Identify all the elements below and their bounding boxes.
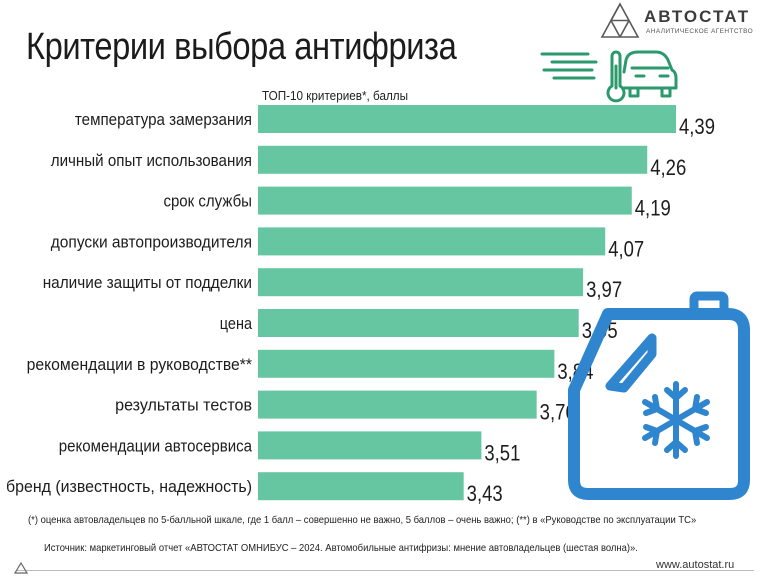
value-label-4: 3,97	[586, 277, 622, 302]
bar-1	[258, 145, 648, 174]
bar-7	[258, 390, 537, 419]
source-note: Источник: маркетинговый отчет «АВТОСТАТ …	[44, 542, 638, 554]
category-label-0: температура замерзания	[75, 110, 252, 129]
bar-5	[258, 309, 579, 337]
value-label-2: 4,19	[635, 196, 671, 221]
bar-6	[258, 349, 555, 378]
category-label-5: цена	[220, 314, 253, 333]
logo-tagline: АНАЛИТИЧЕСКОЕ АГЕНТСТВО	[646, 28, 754, 35]
autostat-logo-icon	[600, 2, 640, 38]
category-label-1: личный опыт использования	[51, 151, 252, 170]
category-label-2: срок службы	[163, 192, 252, 211]
category-label-3: допуски автопроизводителя	[51, 232, 252, 251]
bottom-divider	[16, 570, 754, 571]
bar-9	[258, 472, 464, 501]
category-label-4: наличие защиты от подделки	[43, 273, 252, 292]
value-label-0: 4,39	[679, 114, 715, 139]
value-label-8: 3,51	[484, 440, 520, 465]
value-label-3: 4,07	[608, 236, 644, 261]
value-label-9: 3,43	[467, 481, 503, 506]
bar-8	[258, 431, 482, 460]
category-label-9: бренд (известность, надежность)	[6, 477, 252, 496]
value-label-1: 4,26	[650, 155, 686, 180]
bar-0	[258, 105, 676, 133]
car-temperature-icon	[540, 50, 678, 103]
chart-subtitle: ТОП-10 критериев*, баллы	[262, 88, 409, 103]
bar-3	[258, 227, 606, 256]
bar-4	[258, 268, 584, 297]
category-label-8: рекомендации автосервиса	[59, 436, 253, 455]
snowflake-icon	[642, 381, 710, 459]
footnote: (*) оценка автовладельцев по 5-балльной …	[28, 514, 697, 526]
website-link[interactable]: www.autostat.ru	[656, 559, 735, 571]
corner-triangle-icon	[14, 562, 28, 574]
chart-title: Критерии выбора антифриза	[26, 26, 457, 68]
antifreeze-canister-icon	[568, 291, 750, 500]
logo-brand-name: АВТОСТАТ	[644, 7, 751, 26]
category-label-7: результаты тестов	[115, 396, 252, 415]
autostat-logo: АВТОСТАТ АНАЛИТИЧЕСКОЕ АГЕНТСТВО	[600, 2, 760, 42]
bar-2	[258, 186, 632, 215]
category-label-6: рекомендации в руководстве**	[27, 355, 253, 374]
